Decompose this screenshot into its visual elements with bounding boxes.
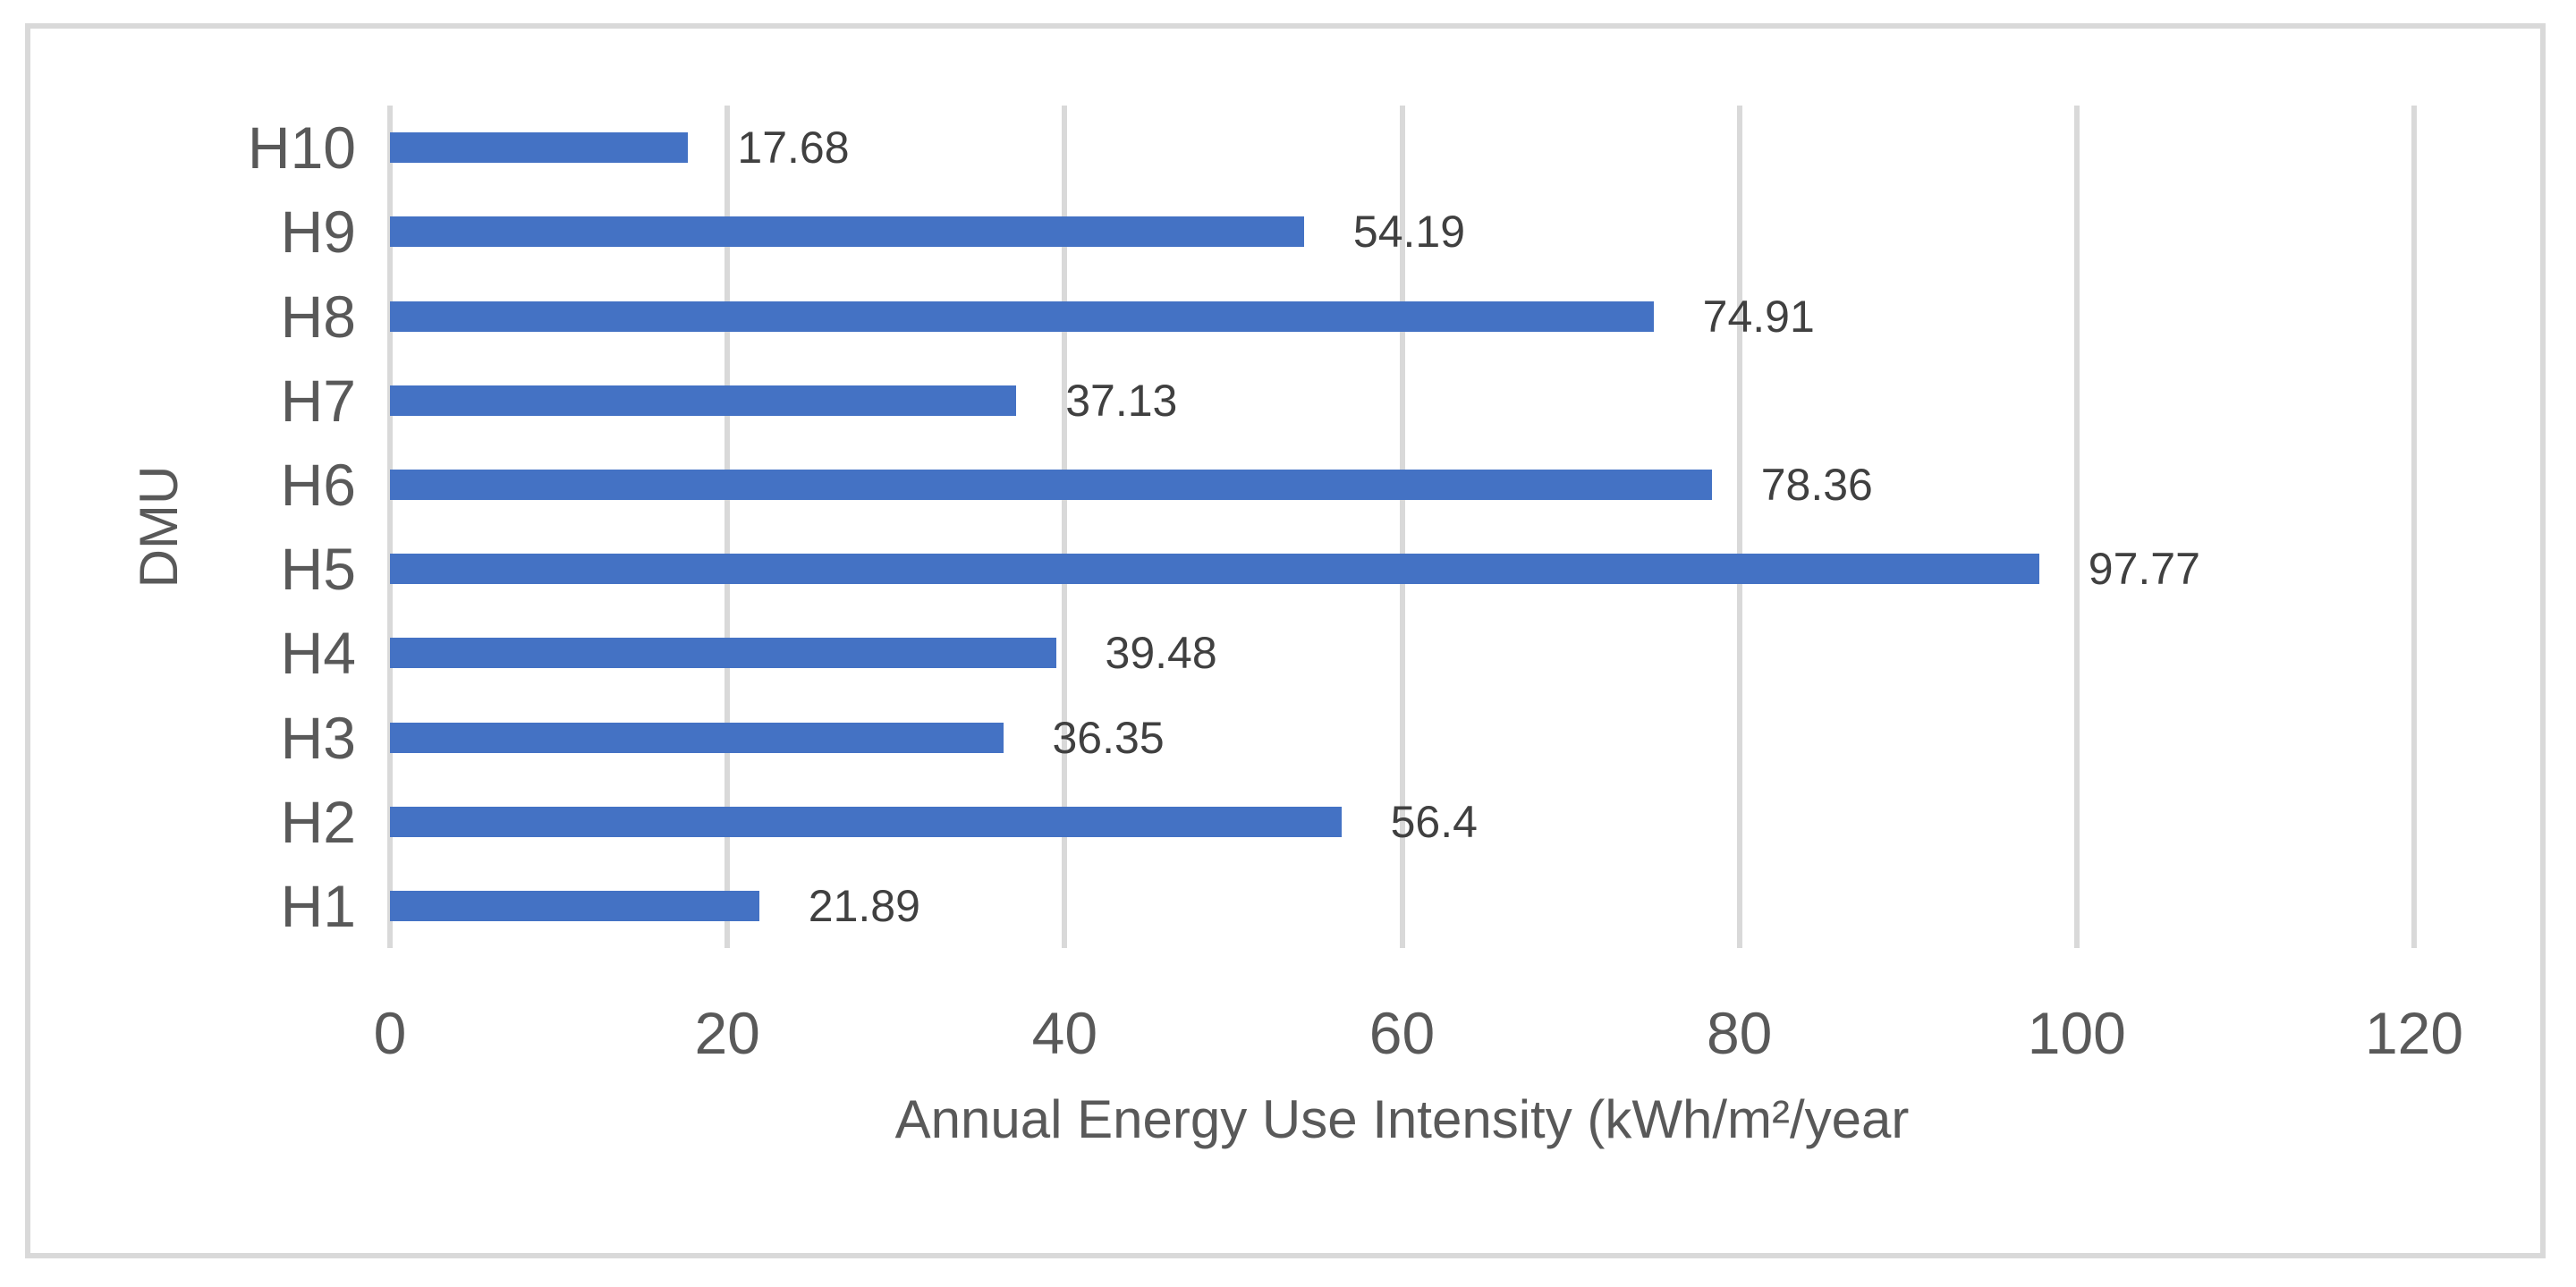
value-label-h10: 17.68 [737,123,850,174]
value-label-h7: 37.13 [1065,375,1178,426]
bar-h9 [390,216,1304,248]
x-axis-title: Annual Energy Use Intensity (kWh/m²/year [894,1089,1910,1149]
bar-h10 [390,132,689,164]
category-label-h10: H10 [247,114,356,182]
value-label-h8: 74.91 [1702,291,1815,342]
bar-h7 [390,385,1017,416]
bar-h6 [390,469,1712,500]
bar-h8 [390,301,1654,332]
value-label-h6: 78.36 [1760,459,1873,510]
bar-h1 [390,890,759,921]
gridline-0 [387,106,393,948]
category-label-h5: H5 [280,536,356,603]
x-tick-label-80: 80 [1706,1000,1773,1066]
category-label-h6: H6 [280,451,356,518]
gridline-120 [2411,106,2417,948]
category-label-h9: H9 [280,199,356,266]
gridline-20 [724,106,731,948]
y-axis-title: DMU [129,465,189,588]
value-label-h4: 39.48 [1105,628,1217,679]
category-label-h8: H8 [280,283,356,350]
bar-h4 [390,638,1056,669]
gridline-60 [1399,106,1405,948]
category-label-h4: H4 [280,620,356,687]
x-tick-label-40: 40 [1031,1000,1098,1066]
gridline-100 [2073,106,2080,948]
value-label-h1: 21.89 [808,880,920,931]
category-label-h7: H7 [280,367,356,434]
category-label-h1: H1 [280,872,356,939]
bar-h3 [390,722,1004,753]
x-tick-label-0: 0 [373,1000,407,1066]
bar-h5 [390,554,2039,585]
x-tick-label-120: 120 [2364,1000,2464,1066]
gridline-80 [1736,106,1742,948]
category-label-h2: H2 [280,788,356,855]
gridline-40 [1062,106,1068,948]
value-label-h3: 36.35 [1052,712,1165,763]
x-axis-ticks: 0 20 40 60 80 100 120 [374,1000,2463,1066]
value-label-h5: 97.77 [2088,544,2200,595]
category-axis: H10 H9 H8 H7 H6 H5 H4 H3 H2 H1 [0,106,356,948]
x-tick-label-20: 20 [694,1000,760,1066]
plot-area: 17.68 54.19 74.91 37.13 78.36 97.77 39.48 36.35… [387,106,2417,948]
value-label-h2: 56.4 [1390,796,1478,847]
bar-h2 [390,806,1342,837]
x-tick-label-60: 60 [1368,1000,1436,1066]
x-tick-label-100: 100 [2027,1000,2126,1066]
value-label-h9: 54.19 [1352,207,1466,258]
category-label-h3: H3 [280,704,356,771]
